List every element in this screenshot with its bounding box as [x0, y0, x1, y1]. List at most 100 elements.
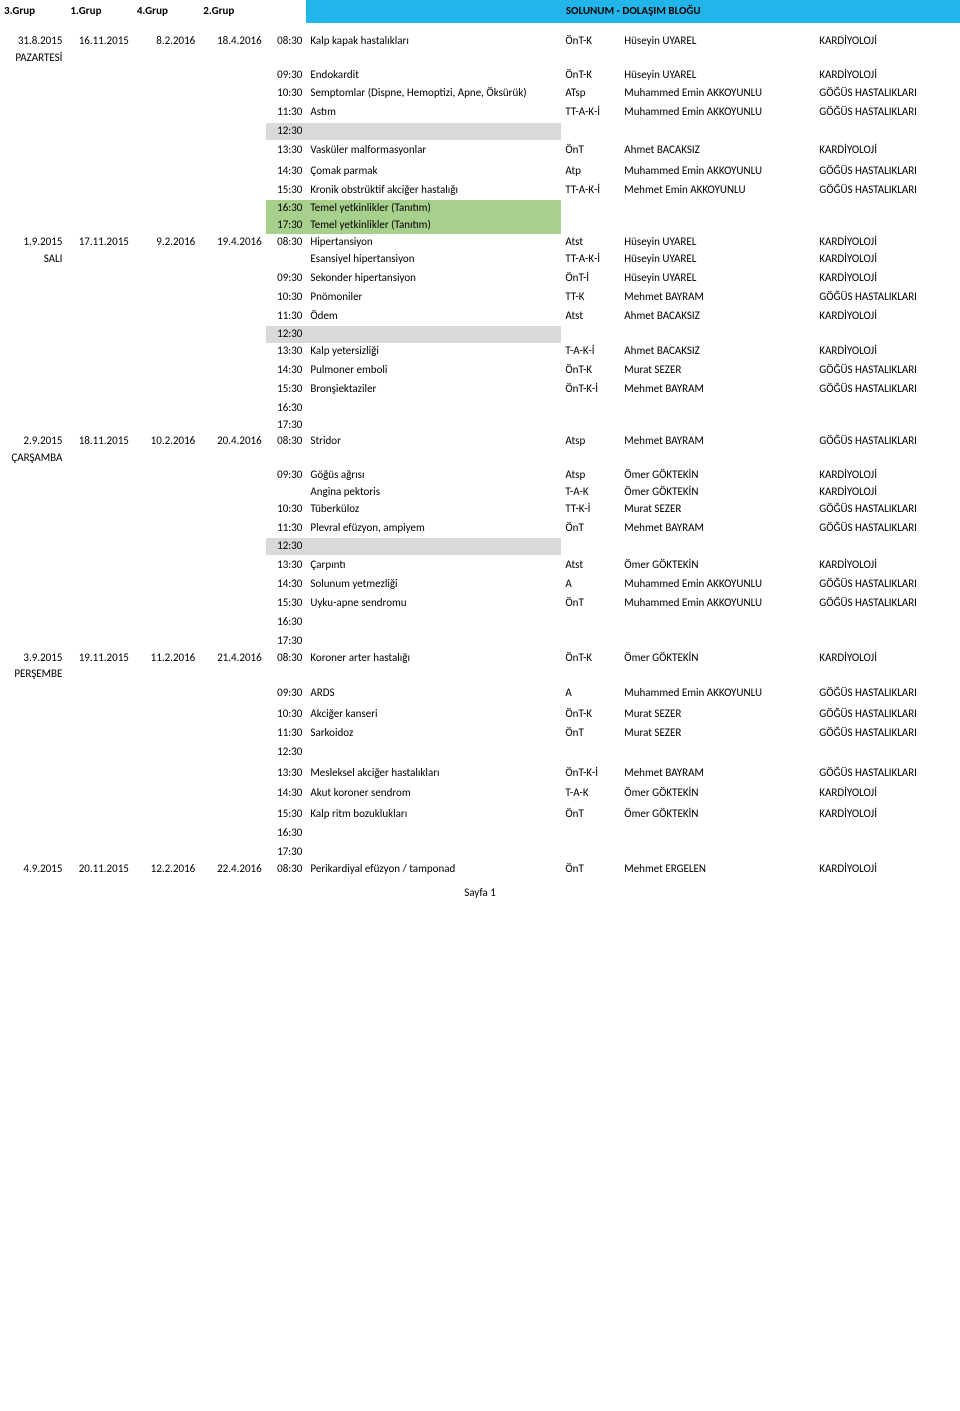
instructor: Murat SEZER: [620, 362, 815, 379]
code: [561, 666, 620, 683]
schedule-row: 17:30: [0, 633, 960, 650]
department: [815, 614, 960, 631]
time: 08:30: [266, 433, 307, 450]
schedule-row: 17:30Temel yetkinlikler (Tanıtım): [0, 217, 960, 234]
schedule-row: 10:30TüberkülozTT-K-İMurat SEZERGÖĞÜS HA…: [0, 501, 960, 518]
instructor: Ömer GÖKTEKİN: [620, 467, 815, 484]
topic: Solunum yetmezliği: [306, 576, 561, 593]
date-grup3: 31.8.2015: [0, 33, 66, 50]
time: 15:30: [266, 595, 307, 612]
department: KARDİYOLOJİ: [815, 67, 960, 84]
schedule-row: 09:30Sekonder hipertansiyonÖnT-İHüseyin …: [0, 270, 960, 287]
time: 17:30: [266, 417, 307, 434]
schedule-row: 13:30ÇarpıntıAtstÖmer GÖKTEKİNKARDİYOLOJ…: [0, 557, 960, 574]
topic: [306, 825, 561, 842]
time: 13:30: [266, 343, 307, 360]
instructor: Ahmet BACAKSIZ: [620, 142, 815, 159]
topic: [306, 666, 561, 683]
time: 12:30: [266, 538, 307, 555]
schedule-row: 3.9.201519.11.201511.2.201621.4.201608:3…: [0, 650, 960, 667]
topic: Göğüs ağrısı: [306, 467, 561, 484]
time: 17:30: [266, 844, 307, 861]
topic: [306, 614, 561, 631]
topic: Endokardit: [306, 67, 561, 84]
time: [266, 50, 307, 67]
schedule-row: 14:30Akut koroner sendromT-A-KÖmer GÖKTE…: [0, 785, 960, 802]
topic: Pulmoner emboli: [306, 362, 561, 379]
code: ÖnT-K: [561, 650, 620, 667]
instructor: Mehmet Emin AKKOYUNLU: [620, 182, 815, 199]
topic: Çomak parmak: [306, 163, 561, 180]
code: TT-A-K-İ: [561, 182, 620, 199]
topic: [306, 633, 561, 650]
code: [561, 400, 620, 417]
instructor: Mehmet BAYRAM: [620, 765, 815, 782]
instructor: [620, 123, 815, 140]
page-number: Sayfa 1: [0, 878, 960, 907]
time: 08:30: [266, 33, 307, 50]
col-grup2: 2.Grup: [199, 0, 265, 23]
department: [815, 417, 960, 434]
department: KARDİYOLOJİ: [815, 861, 960, 878]
schedule-row: 12:30: [0, 123, 960, 140]
code: [561, 825, 620, 842]
code: TT-A-K-İ: [561, 104, 620, 121]
department: KARDİYOLOJİ: [815, 308, 960, 325]
code: ÖnT: [561, 520, 620, 537]
topic: Astım: [306, 104, 561, 121]
instructor: [620, 633, 815, 650]
instructor: Mehmet BAYRAM: [620, 433, 815, 450]
schedule-row: PERŞEMBE: [0, 666, 960, 683]
time: 11:30: [266, 308, 307, 325]
instructor: [620, 200, 815, 217]
topic: Tüberküloz: [306, 501, 561, 518]
department: [815, 217, 960, 234]
day-name: SALI: [0, 251, 66, 268]
department: KARDİYOLOJİ: [815, 467, 960, 484]
date-grup3: 3.9.2015: [0, 650, 66, 667]
code: ÖnT-İ: [561, 270, 620, 287]
department: [815, 50, 960, 67]
department: [815, 123, 960, 140]
instructor: [620, 50, 815, 67]
schedule-row: 09:30Göğüs ağrısıAtspÖmer GÖKTEKİNKARDİY…: [0, 467, 960, 484]
date-grup4: 8.2.2016: [133, 33, 199, 50]
instructor: Muhammed Emin AKKOYUNLU: [620, 85, 815, 102]
department: GÖĞÜS HASTALIKLARI: [815, 765, 960, 782]
department: [815, 538, 960, 555]
date-grup1: 19.11.2015: [66, 650, 132, 667]
schedule-row: 10:30Akciğer kanseriÖnT-KMurat SEZERGÖĞÜ…: [0, 706, 960, 723]
time: 13:30: [266, 765, 307, 782]
time: 16:30: [266, 825, 307, 842]
instructor: Hüseyin UYAREL: [620, 251, 815, 268]
time: 14:30: [266, 785, 307, 802]
schedule-row: 1.9.201517.11.20159.2.201619.4.201608:30…: [0, 234, 960, 251]
department: GÖĞÜS HASTALIKLARI: [815, 433, 960, 450]
topic: Ödem: [306, 308, 561, 325]
topic: [306, 450, 561, 467]
time: 17:30: [266, 633, 307, 650]
topic: ARDS: [306, 685, 561, 702]
instructor: Ömer GÖKTEKİN: [620, 650, 815, 667]
topic: Kalp yetersizliği: [306, 343, 561, 360]
department: KARDİYOLOJİ: [815, 270, 960, 287]
time: 10:30: [266, 706, 307, 723]
instructor: Mehmet BAYRAM: [620, 289, 815, 306]
code: TT-K: [561, 289, 620, 306]
topic: Akciğer kanseri: [306, 706, 561, 723]
schedule-row: 11:30AstımTT-A-K-İMuhammed Emin AKKOYUNL…: [0, 104, 960, 121]
instructor: Ömer GÖKTEKİN: [620, 806, 815, 823]
code: A: [561, 576, 620, 593]
schedule-row: ÇARŞAMBA: [0, 450, 960, 467]
time: 17:30: [266, 217, 307, 234]
department: GÖĞÜS HASTALIKLARI: [815, 595, 960, 612]
instructor: Muhammed Emin AKKOYUNLU: [620, 163, 815, 180]
topic: Çarpıntı: [306, 557, 561, 574]
topic: [306, 744, 561, 761]
topic: Plevral efüzyon, ampiyem: [306, 520, 561, 537]
topic: Vasküler malformasyonlar: [306, 142, 561, 159]
department: KARDİYOLOJİ: [815, 33, 960, 50]
schedule-row: SALIEsansiyel hipertansiyonTT-A-K-İHüsey…: [0, 251, 960, 268]
time: 11:30: [266, 104, 307, 121]
time: 09:30: [266, 270, 307, 287]
